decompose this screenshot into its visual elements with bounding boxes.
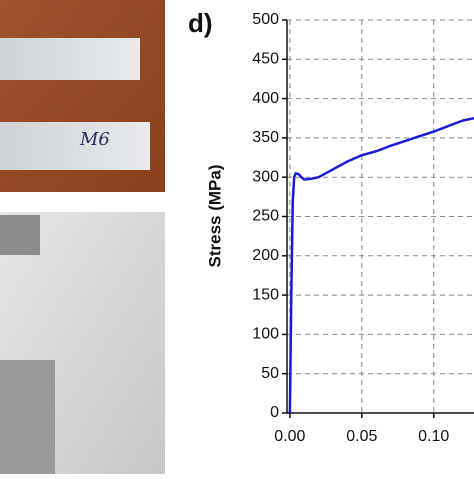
x-tick-label: 0.10 — [418, 428, 449, 445]
x-tick-label: 0.05 — [346, 428, 377, 445]
stress-curve — [288, 117, 474, 414]
y-tick-label: 450 — [252, 51, 279, 68]
y-tick-label: 250 — [252, 208, 279, 225]
machine-base — [0, 360, 55, 474]
x-tick-label: 0.00 — [274, 428, 305, 445]
y-tick-label: 100 — [252, 326, 279, 343]
y-axis-label: Stress (MPa) — [205, 165, 224, 268]
machine-grip — [0, 215, 40, 255]
y-tick-label: 400 — [252, 90, 279, 107]
y-tick-label: 350 — [252, 129, 279, 146]
y-tick-label: 50 — [261, 365, 279, 382]
panel-label: d) — [188, 8, 213, 38]
y-tick-label: 0 — [270, 404, 279, 421]
y-tick-label: 150 — [252, 286, 279, 303]
y-tick-label: 200 — [252, 247, 279, 264]
specimen-label: M6 — [79, 129, 110, 150]
specimen-strip — [0, 38, 140, 80]
y-tick-label: 500 — [252, 11, 279, 28]
y-tick-label: 300 — [252, 168, 279, 185]
specimen-strip — [0, 122, 150, 170]
